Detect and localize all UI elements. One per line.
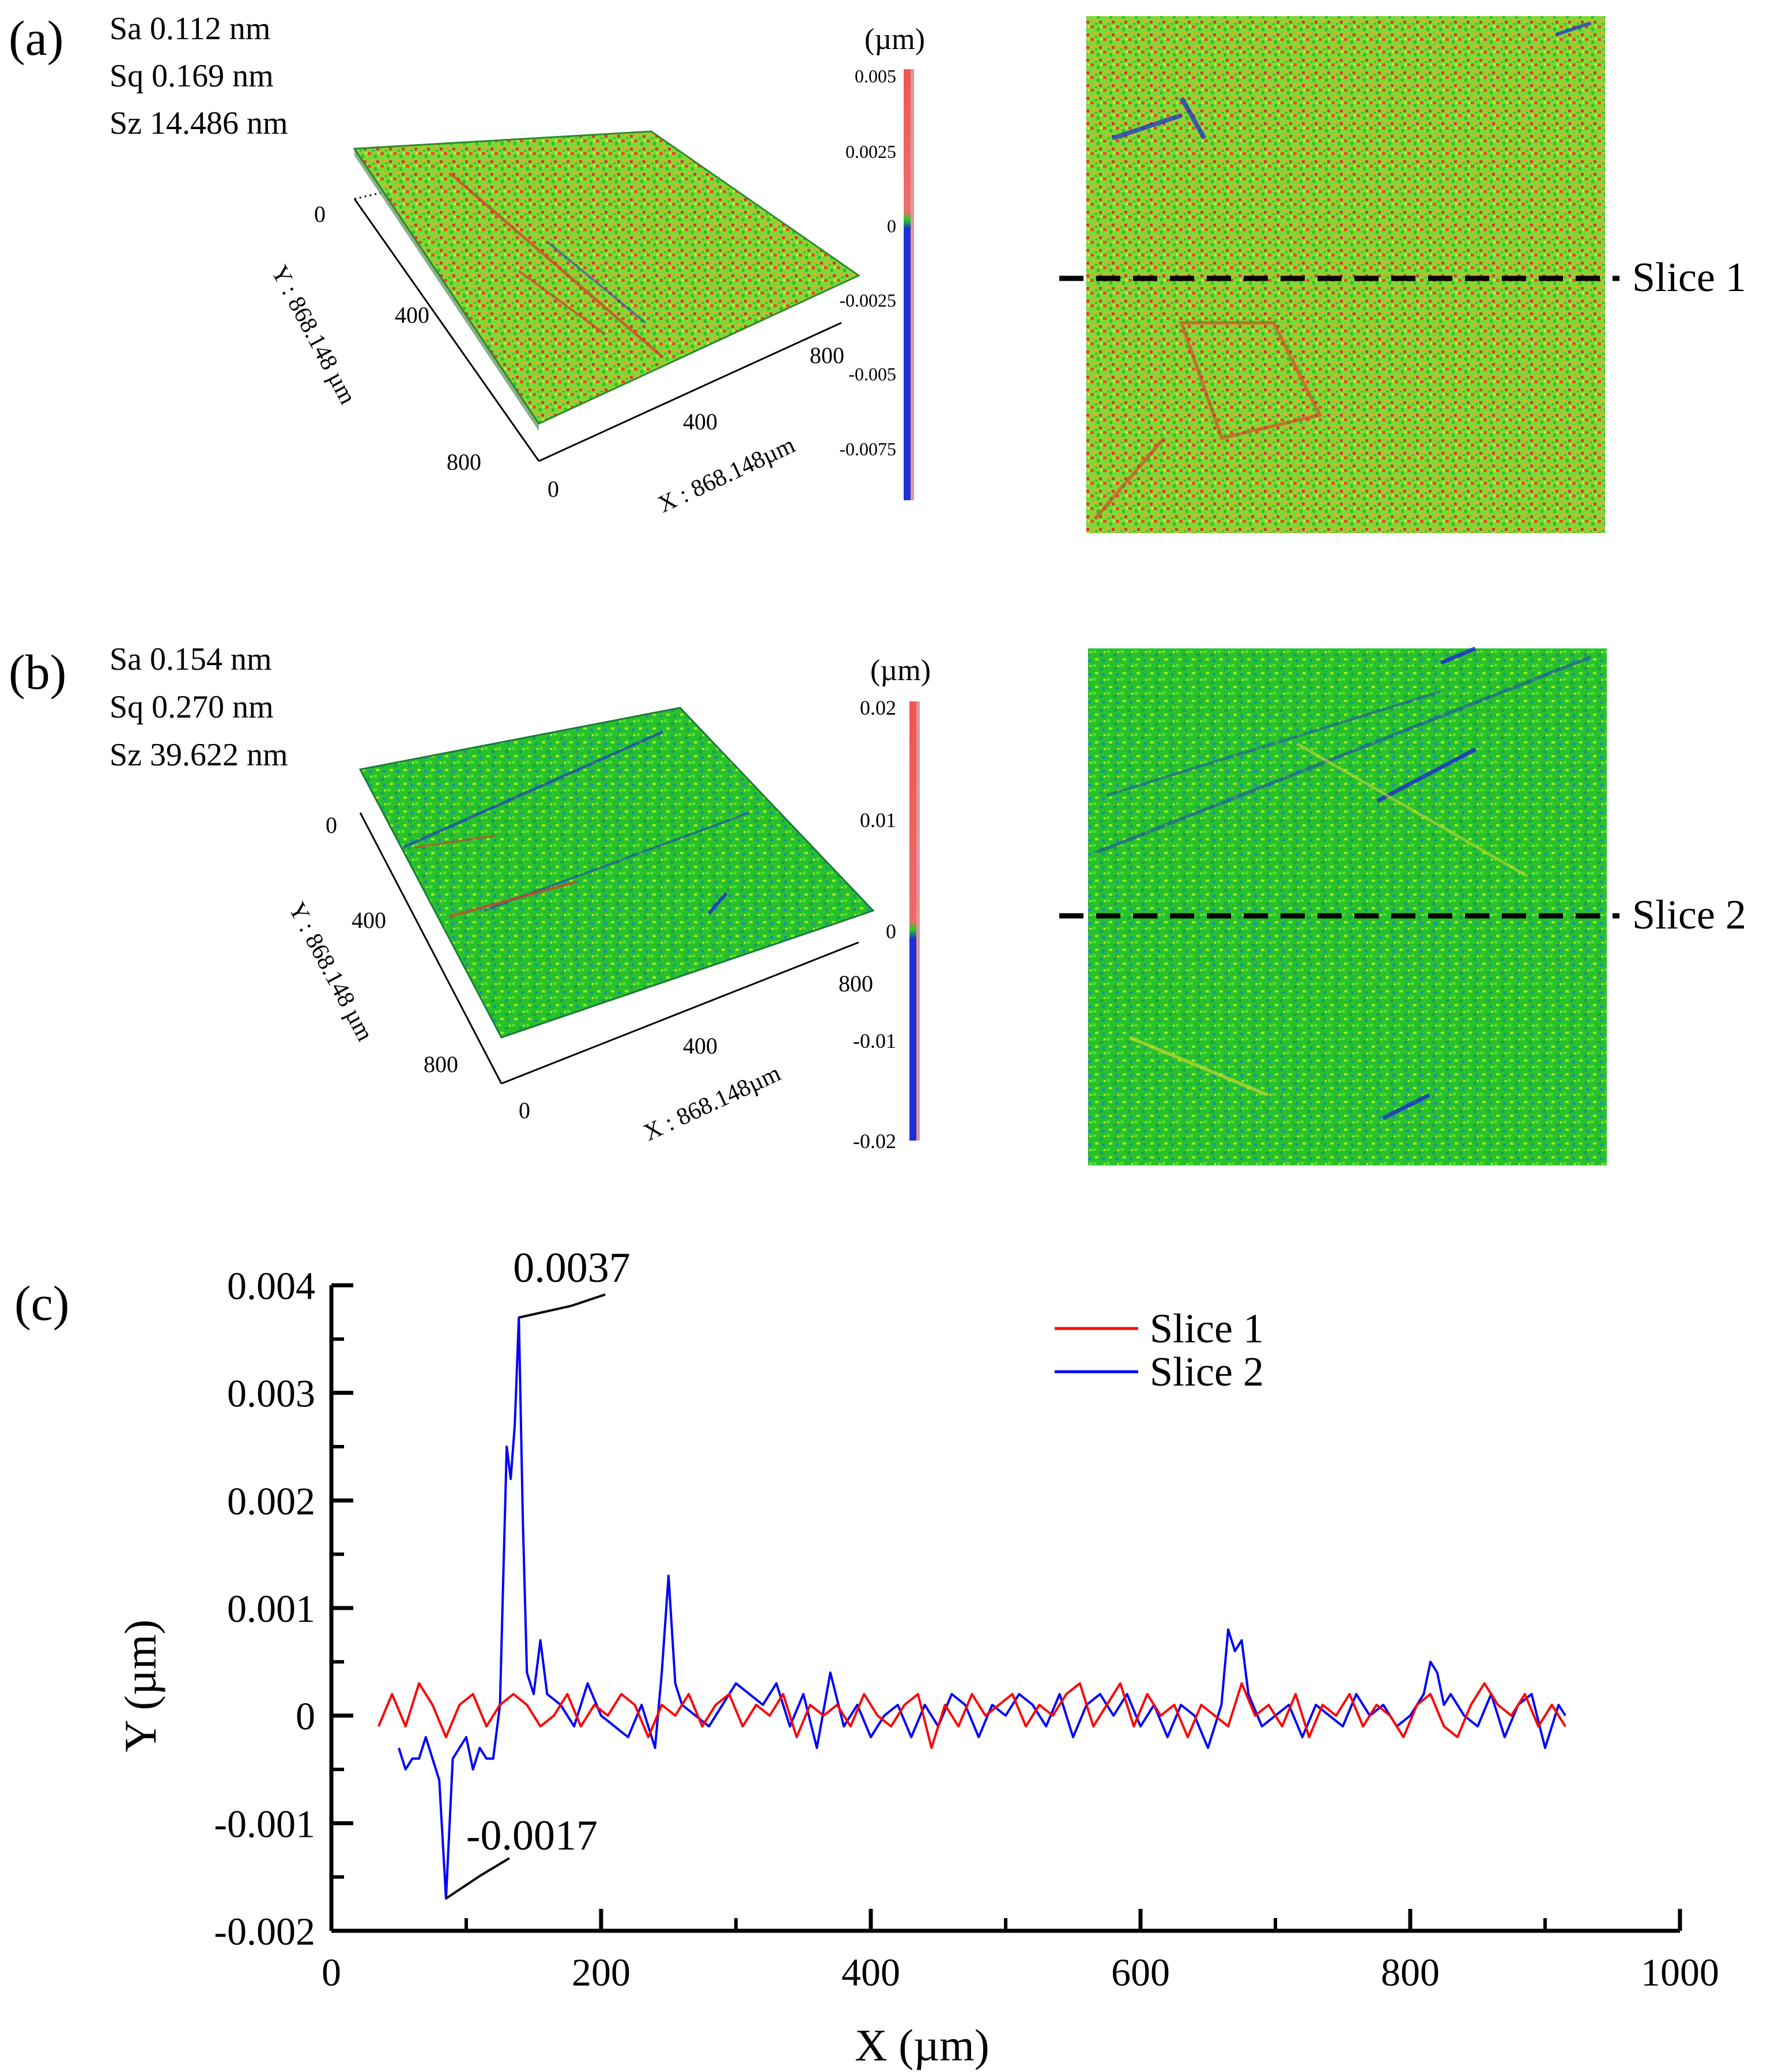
x-tick-label: 400 [841, 1950, 900, 1994]
y-tick-label: 0.003 [227, 1372, 315, 1416]
colorbar-a-tick-0: 0.005 [855, 66, 896, 86]
slice-profile-chart: (c) -0.002 -0.001 0 0.001 0.002 0.003 0.004 0 20… [14, 1244, 1719, 2070]
series-line-slice-2 [398, 1316, 1566, 1900]
y-tick-label: 0.004 [227, 1264, 315, 1308]
x-tick-label: 0 [322, 1950, 341, 1994]
surface-3d-b [358, 707, 875, 1039]
annotation-leader-max [518, 1293, 606, 1319]
panel-b-stat-sa: Sa 0.154 nm [109, 641, 272, 677]
panel-b-label: (b) [9, 644, 66, 700]
colorbar-a-unit: (µm) [864, 23, 925, 56]
panel-b-stat-sz: Sz 39.622 nm [109, 737, 288, 773]
axis-a-x-tick-0: 0 [547, 476, 559, 502]
axis-a-y-tick-0: 0 [314, 201, 326, 227]
surface-map-a [1086, 16, 1605, 533]
x-tick-label: 600 [1111, 1950, 1170, 1994]
colorbar-a-tick-3: -0.0025 [839, 290, 896, 311]
panel-a: (a) Sa 0.112 nm Sq 0.169 nm Sz 14.486 nm… [9, 10, 1746, 533]
panel-a-label: (a) [9, 10, 63, 66]
y-tick-label: -0.002 [214, 1909, 315, 1953]
x-tick-label: 200 [572, 1950, 630, 1994]
legend-label-1: Slice 1 [1150, 1305, 1264, 1352]
y-tick-label: 0.001 [227, 1587, 315, 1631]
axis-b-x-tick-0: 0 [519, 1097, 530, 1123]
axis-a-y-tick-400: 400 [395, 302, 429, 328]
panel-a-stat-sa: Sa 0.112 nm [109, 11, 270, 47]
legend-label-2: Slice 2 [1150, 1349, 1264, 1395]
panel-c-label: (c) [14, 1275, 69, 1331]
axis-a-x-tick-400: 400 [683, 409, 718, 435]
series-line-slice-1 [377, 1682, 1566, 1749]
panel-a-stat-sq: Sq 0.169 nm [109, 58, 274, 94]
axis-b-y-tick-400: 400 [352, 907, 386, 933]
x-axis-label: X (µm) [855, 2020, 989, 2070]
annotation-min-label: -0.0017 [466, 1812, 598, 1859]
colorbar-b-tick-1: 0.01 [860, 809, 896, 832]
axis-b-y-tick-0: 0 [326, 812, 337, 838]
axis-b-x-tick-400: 400 [683, 1033, 718, 1059]
y-tick-label: 0 [296, 1694, 315, 1738]
slice-2-label: Slice 2 [1632, 892, 1746, 938]
colorbar-b-tick-4: -0.02 [853, 1130, 896, 1153]
axis-a-y-tick-800: 800 [447, 449, 481, 475]
x-tick-label: 800 [1381, 1950, 1440, 1994]
colorbar-a [904, 69, 914, 500]
colorbar-b [909, 701, 920, 1141]
y-tick-label: 0.002 [227, 1479, 315, 1523]
colorbar-a-tick-5: -0.0075 [839, 439, 896, 459]
colorbar-a-tick-1: 0.0025 [845, 141, 896, 162]
surface-3d-b-axes [359, 812, 859, 1085]
surface-3d-a [353, 130, 861, 431]
axis-b-x-label: X : 868.148µm [640, 1060, 785, 1146]
axis-b-y-tick-800: 800 [424, 1051, 458, 1077]
axis-b-x-tick-800: 800 [839, 971, 873, 997]
panel-b: (b) Sa 0.154 nm Sq 0.270 nm Sz 39.622 nm… [9, 641, 1746, 1165]
annotation-leader-min [445, 1857, 510, 1900]
colorbar-b-unit: (µm) [870, 654, 931, 687]
panel-a-stat-sz: Sz 14.486 nm [109, 105, 288, 141]
annotation-max-label: 0.0037 [513, 1244, 630, 1292]
colorbar-b-tick-2: 0 [886, 920, 896, 943]
colorbar-a-tick-2: 0 [887, 216, 896, 236]
surface-3d-a-axes [353, 192, 842, 462]
colorbar-a-tick-4: -0.005 [848, 364, 896, 384]
x-tick-label: 1000 [1641, 1950, 1719, 1994]
axis-a-y-label: Y : 868.148 µm [266, 261, 361, 409]
panel-b-stat-sq: Sq 0.270 nm [109, 689, 274, 725]
colorbar-b-tick-3: -0.01 [853, 1029, 896, 1052]
surface-map-b [1088, 646, 1607, 1165]
axis-a-x-label: X : 868.148µm [654, 432, 799, 518]
colorbar-b-tick-0: 0.02 [860, 696, 896, 719]
slice-1-label: Slice 1 [1632, 254, 1746, 300]
axis-a-x-tick-800: 800 [810, 342, 844, 368]
y-axis-label: Y (µm) [115, 1620, 165, 1753]
y-tick-label: -0.001 [214, 1802, 315, 1845]
